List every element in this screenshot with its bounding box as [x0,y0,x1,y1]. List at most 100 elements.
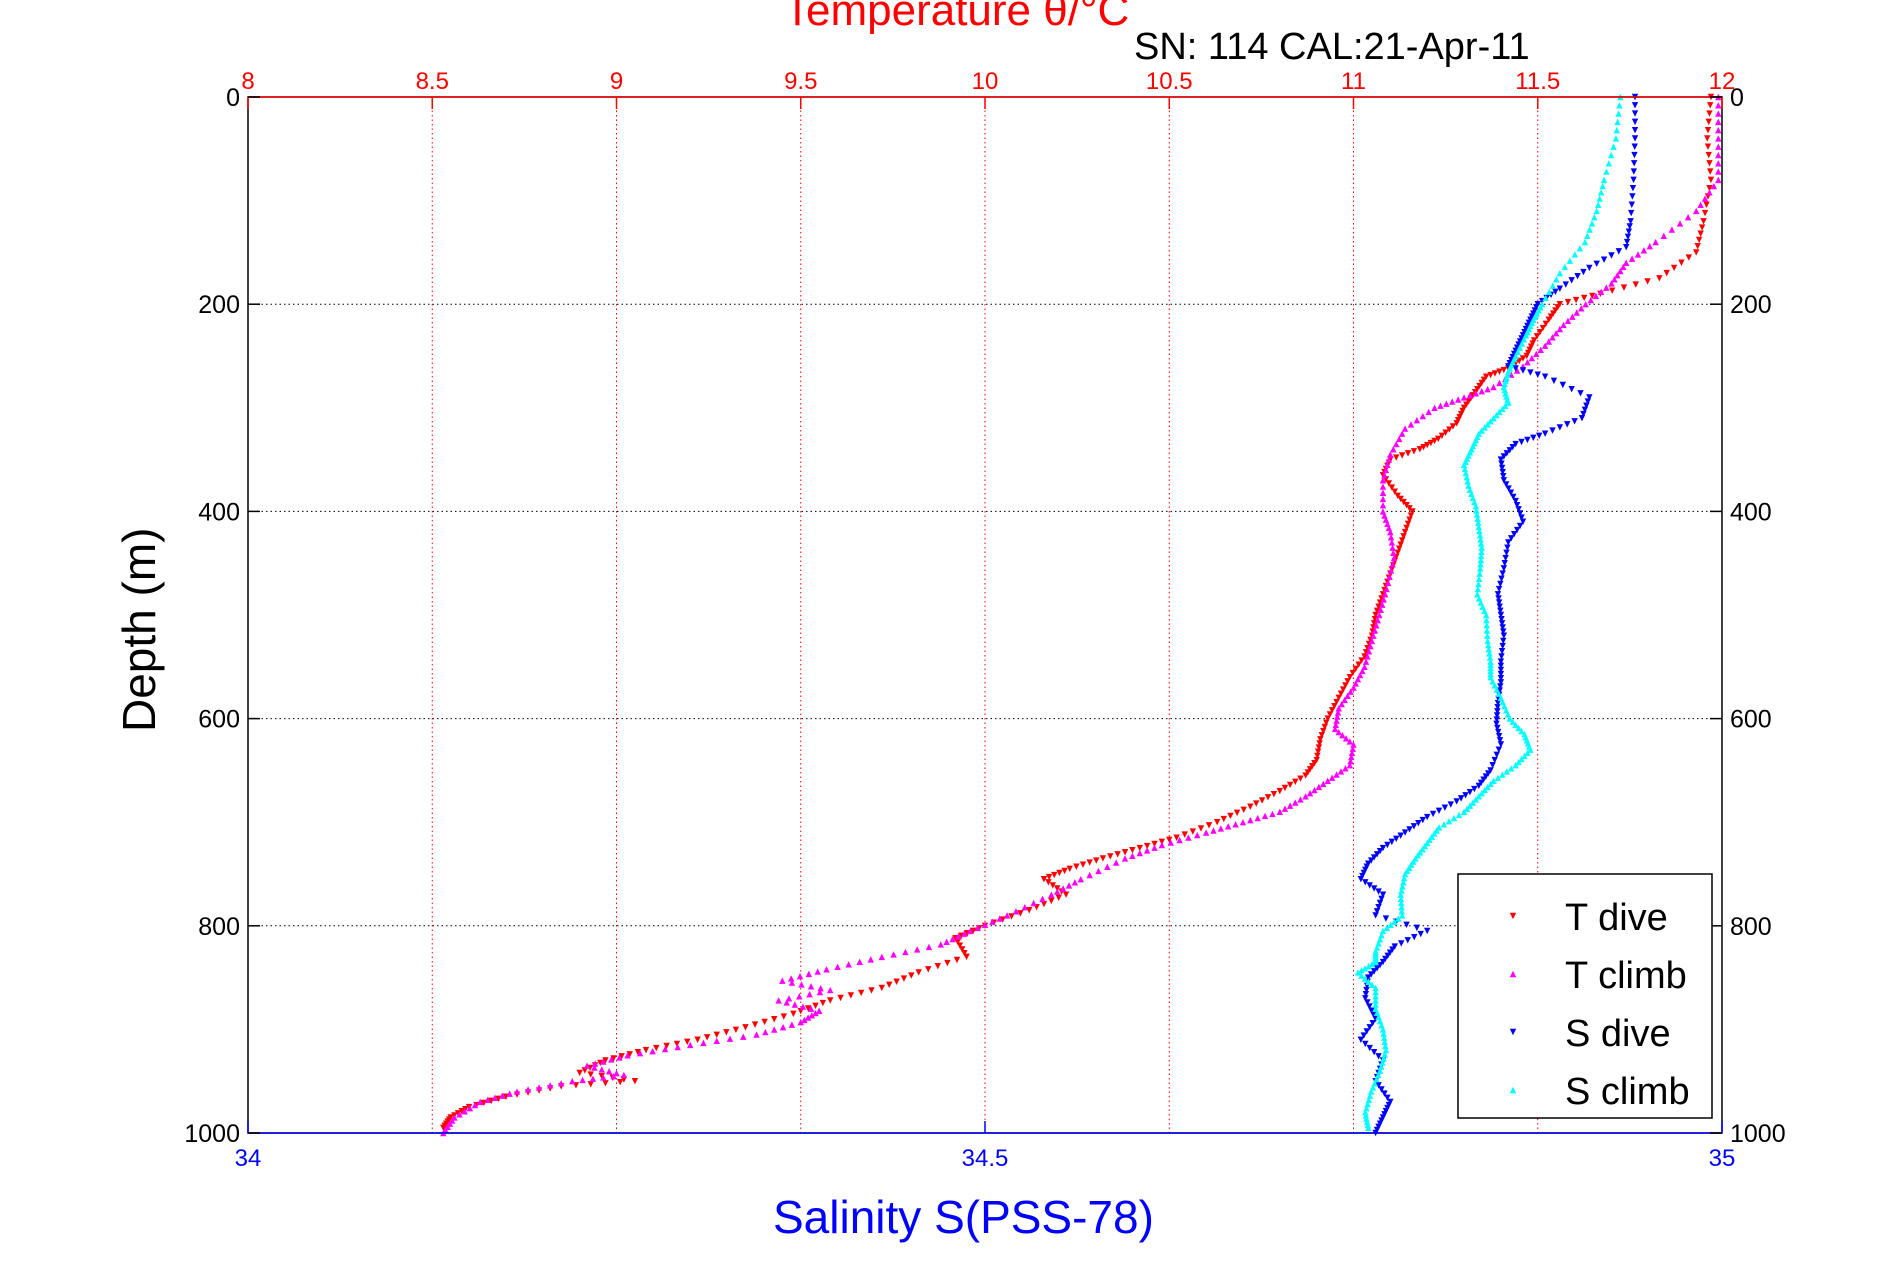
data-point [1715,143,1722,150]
data-point [1349,669,1356,677]
data-point [1055,894,1062,902]
data-point [967,927,974,935]
data-point [1270,791,1278,798]
data-point [1365,648,1373,655]
data-point [1449,398,1456,405]
legend-label: T climb [1565,955,1687,997]
data-point [1315,744,1323,751]
data-point [1003,912,1011,919]
data-point [1472,503,1480,510]
data-point [1494,708,1501,715]
data-point [1493,686,1500,693]
data-point [1498,460,1505,467]
data-point [925,966,932,973]
data-point [1498,464,1506,472]
data-point [1564,317,1572,324]
data-point [1367,1088,1375,1095]
data-point [1622,244,1630,251]
data-point [1342,735,1350,742]
data-point [1715,168,1722,175]
data-point [1311,786,1318,794]
y-tick-label-left: 400 [198,498,240,526]
data-point [1398,912,1406,919]
data-point [1445,817,1453,825]
data-point [1380,1055,1387,1062]
data-point [631,1078,639,1085]
data-point [1099,855,1107,862]
data-point [1485,641,1492,649]
data-point [1379,501,1387,509]
data-point [1542,294,1549,302]
data-point [1533,333,1541,340]
data-point [1450,814,1458,822]
data-point [1624,233,1632,241]
data-point [1446,426,1453,433]
data-point [1379,891,1387,898]
data-point [1413,924,1421,932]
data-point [961,949,968,957]
data-point [1503,549,1510,557]
top-tick-label: 8 [241,68,254,95]
data-point [1568,385,1575,393]
data-point [653,1044,660,1052]
data-point [1364,653,1371,660]
data-point [949,935,956,943]
data-point [1240,806,1247,813]
data-point [642,1046,650,1054]
data-point [600,1058,607,1065]
data-point [618,1053,625,1060]
data-point [1634,251,1642,258]
chart-title: Temperature θ/°C [784,0,1130,35]
data-point [524,1086,532,1093]
data-point [461,1108,468,1115]
data-point [1054,888,1061,895]
data-point [1387,921,1394,928]
data-point [1404,450,1412,457]
data-point [1358,972,1365,979]
data-point [1381,1090,1388,1097]
data-point [1346,762,1354,769]
data-point [1521,752,1528,760]
data-point [1530,434,1537,442]
data-point [1536,328,1544,336]
data-point [1374,616,1382,624]
data-point [1503,768,1510,775]
data-point [819,999,827,1007]
data-point [1693,249,1700,256]
data-point [1524,359,1531,366]
data-point [834,963,841,971]
data-point [1039,895,1046,903]
data-point [1670,264,1678,272]
data-point [687,1041,694,1049]
axes: 8 8.5 9 9.5 10 10.5 11 11.5 12 34 34.5 35 0 0 200 200 40… [184,68,1785,1172]
data-point [1640,247,1648,254]
data-point [1497,674,1505,682]
data-point [1463,474,1470,481]
data-point [1435,435,1442,443]
data-point [1350,684,1357,691]
data-point [1697,201,1704,208]
data-point [1232,821,1239,828]
data-point [1546,288,1553,295]
data-point [1030,899,1037,907]
data-point [1519,355,1527,362]
data-point [1491,370,1499,377]
data-point [1213,819,1221,826]
data-point [801,1016,808,1024]
data-point [1700,218,1707,225]
data-point [1365,978,1372,985]
data-point [605,1068,613,1075]
data-point [1472,796,1480,803]
data-point [1478,544,1485,551]
data-point [925,943,933,951]
data-point [1394,549,1401,557]
data-point [1498,575,1505,582]
bottom-tick-label: 34.5 [962,1145,1009,1172]
data-point [1500,637,1507,645]
data-point [1121,855,1129,862]
data-point [1387,534,1395,541]
data-point [608,1056,615,1063]
data-point [1435,807,1443,815]
data-point [1379,495,1387,503]
data-point [1324,715,1331,722]
